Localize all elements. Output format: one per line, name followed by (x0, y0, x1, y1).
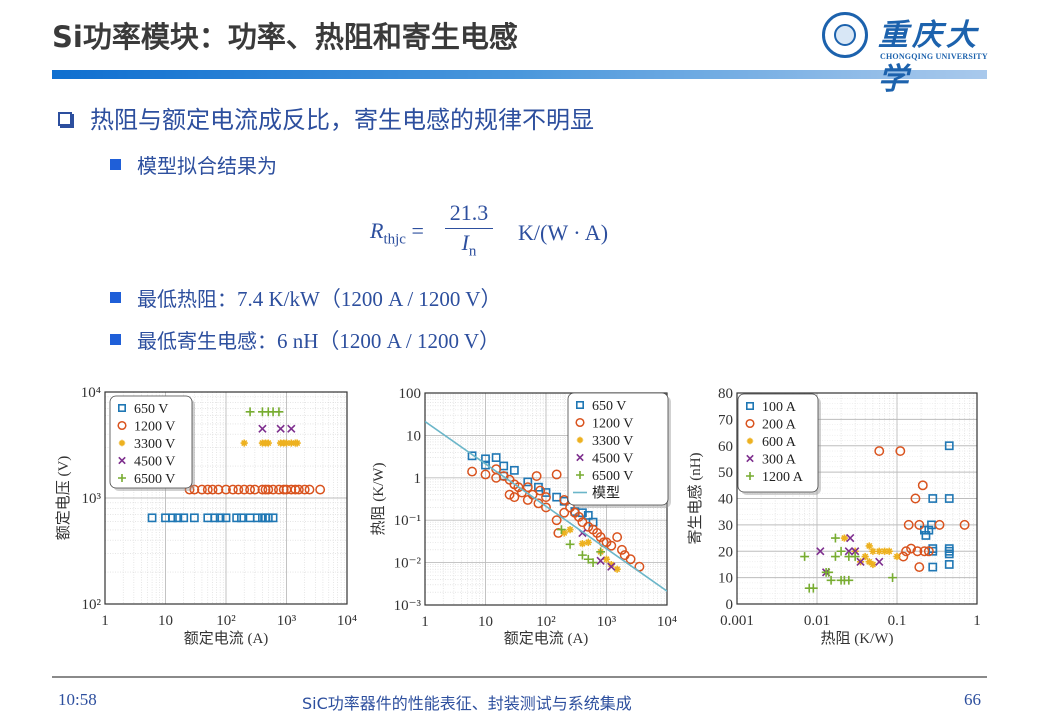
y-tick-label: 50 (718, 465, 733, 481)
x-tick-label: 10² (536, 614, 556, 630)
y-axis-label: 寄生电感 (nH) (686, 452, 704, 544)
legend-entry: 模型 (592, 486, 620, 502)
y-tick-label: 10² (82, 597, 102, 613)
x-axis-label: 额定电流 (A) (184, 630, 269, 647)
y-tick-label: 1 (414, 471, 422, 487)
legend-entry: 650 V (134, 402, 168, 417)
x-tick-label: 10² (216, 613, 236, 629)
x-tick-label: 0.1 (888, 613, 907, 629)
legend-entry: 3300 V (592, 434, 633, 449)
formula-sub-n: n (468, 243, 477, 260)
y-tick-label: 80 (718, 386, 733, 402)
y-tick-label: 10 (406, 428, 421, 444)
formula-sub-thjc: thjc (383, 231, 406, 248)
y-tick-label: 40 (718, 492, 733, 508)
legend-entry: 1200 V (592, 417, 633, 432)
y-axis-label: 额定电压 (V) (55, 456, 72, 541)
chart-legend: 650 V 1200 V 3300 V 4500 V 6500 V (109, 395, 195, 491)
legend-entry: 1200 V (134, 420, 175, 435)
y-tick-label: 30 (718, 518, 733, 534)
formula-numerator: 21.3 (445, 200, 493, 229)
sub-bullet-min-thermal-resistance: 最低热阻：7.4 K/kW（1200 A / 1200 V） (110, 283, 501, 313)
x-axis-label: 额定电流 (A) (504, 630, 589, 647)
footer-time: 10:58 (58, 690, 97, 709)
legend-entry: 600 A (762, 435, 797, 450)
footer-title: SiC功率器件的性能表征、封装测试与系统集成 (302, 694, 632, 713)
x-tick-label: 10 (158, 613, 173, 629)
chart-1: 1 10 10² 10³ 10⁴ 10² 10³ 10⁴ 650 V 1200 V 3300 V 45… (55, 385, 357, 647)
sub-bullet-value: 6 nH（1200 A / 1200 V） (277, 329, 501, 353)
legend-entry: 200 A (762, 418, 797, 433)
legend-entry: 3300 V (134, 437, 175, 452)
x-tick-label: 1 (973, 613, 981, 629)
formula-lhs: Rthjc = (370, 218, 424, 248)
x-tick-label: 10⁴ (337, 613, 357, 629)
data-points (147, 407, 326, 523)
sub-bullet-min-inductance: 最低寄生电感：6 nH（1200 A / 1200 V） (110, 325, 500, 355)
logo-name-cn: 重庆大学 (878, 18, 980, 97)
sub-bullet-label: 模型拟合结果为 (137, 154, 277, 178)
y-tick-label: 10⁻¹ (394, 513, 421, 529)
y-tick-label: 20 (718, 544, 733, 560)
x-tick-label: 10 (478, 614, 493, 630)
footer-divider (52, 676, 987, 678)
y-tick-label: 10⁻³ (394, 598, 422, 614)
formula-symbol-i: I (461, 230, 469, 255)
university-emblem-icon (822, 12, 868, 58)
legend-entry: 4500 V (134, 455, 175, 470)
legend-entry: 300 A (762, 453, 797, 468)
y-tick-label: 100 (399, 386, 422, 402)
formula-equals: = (411, 218, 424, 243)
x-tick-label: 10⁴ (657, 614, 677, 630)
main-bullet: 热阻与额定电流成反比，寄生电感的规律不明显 (58, 100, 594, 135)
y-tick-label: 10⁴ (81, 385, 101, 401)
formula-symbol-r: R (370, 218, 384, 243)
chart-2: 1 10 10² 10³ 10⁴ 10⁻³ 10⁻² 10⁻¹ 1 10 100 650 V 1200 … (370, 386, 677, 647)
y-tick-label: 10³ (82, 491, 102, 507)
sub-bullet-label: 最低寄生电感： (137, 329, 277, 353)
y-axis-label: 热阻 (K/W) (370, 463, 387, 536)
model-fit-line (425, 420, 667, 592)
sub-bullet-label: 最低热阻： (137, 287, 237, 311)
x-axis-label: 热阻 (K/W) (821, 630, 894, 647)
y-tick-label: 70 (718, 412, 733, 428)
formula-denominator: In (445, 229, 493, 260)
y-tick-label: 0 (726, 597, 734, 613)
square-bullet-icon (110, 159, 121, 170)
slide-title: Si功率模块：功率、热阻和寄生电感 (52, 20, 518, 54)
x-tick-label: 1 (421, 614, 429, 630)
legend-entry: 1200 A (762, 470, 804, 485)
formula-unit: K/(W · A) (518, 220, 609, 245)
sub-bullet-value: 7.4 K/kW（1200 A / 1200 V） (237, 287, 502, 311)
square-bullet-icon (110, 292, 121, 303)
chart-legend: 650 V 1200 V 3300 V 4500 V 6500 V 模型 (567, 392, 671, 508)
formula-fraction: 21.3 In (445, 200, 493, 260)
legend-entry: 6500 V (134, 472, 175, 487)
logo-name-en: CHONGQING UNIVERSITY (880, 52, 988, 61)
y-tick-label: 60 (718, 439, 733, 455)
university-logo: 重庆大学 CHONGQING UNIVERSITY (822, 10, 990, 97)
legend-entry: 6500 V (592, 469, 633, 484)
legend-entry: 100 A (762, 400, 797, 415)
main-bullet-text: 热阻与额定电流成反比，寄生电感的规律不明显 (90, 106, 594, 134)
x-tick-label: 0.01 (804, 613, 830, 629)
y-tick-label: 10⁻² (394, 556, 422, 572)
footer-page-number: 66 (964, 690, 981, 709)
sub-bullet-model-fit: 模型拟合结果为 (110, 150, 277, 179)
y-tick-label: 10 (718, 571, 733, 587)
data-points (800, 441, 970, 593)
x-tick-label: 1 (101, 613, 109, 629)
legend-entry: 4500 V (592, 452, 633, 467)
checkbox-bullet-icon (58, 112, 72, 126)
x-tick-label: 10³ (277, 613, 297, 629)
square-bullet-icon (110, 334, 121, 345)
data-points (425, 420, 667, 592)
x-tick-label: 0.001 (720, 613, 754, 629)
legend-entry: 650 V (592, 399, 626, 414)
title-underline-bar (52, 70, 987, 79)
chart-legend: 100 A 200 A 600 A 300 A 1200 A (737, 393, 821, 495)
x-tick-label: 10³ (597, 614, 617, 630)
